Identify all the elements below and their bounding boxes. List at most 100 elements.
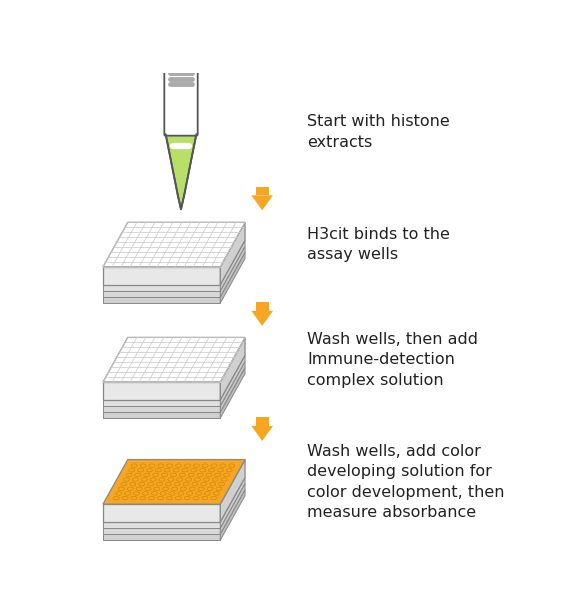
Ellipse shape <box>193 464 200 467</box>
Ellipse shape <box>158 497 164 500</box>
Ellipse shape <box>141 478 147 481</box>
Ellipse shape <box>155 468 161 472</box>
Bar <box>165 64 197 70</box>
Ellipse shape <box>186 478 191 481</box>
Polygon shape <box>103 337 245 382</box>
Ellipse shape <box>140 497 146 500</box>
Ellipse shape <box>215 473 221 476</box>
Ellipse shape <box>116 492 122 495</box>
Ellipse shape <box>184 464 190 467</box>
Ellipse shape <box>188 473 194 476</box>
Ellipse shape <box>172 487 178 490</box>
Polygon shape <box>103 504 220 522</box>
Bar <box>256 187 268 195</box>
Ellipse shape <box>183 483 189 486</box>
Polygon shape <box>103 400 220 406</box>
Ellipse shape <box>113 497 119 500</box>
Ellipse shape <box>206 473 212 476</box>
Text: Wash wells, add color
developing solution for
color development, then
measure ab: Wash wells, add color developing solutio… <box>307 443 505 520</box>
Ellipse shape <box>125 492 131 495</box>
Text: H3cit binds to the
assay wells: H3cit binds to the assay wells <box>307 227 450 262</box>
Ellipse shape <box>196 492 201 495</box>
Ellipse shape <box>201 483 207 486</box>
Ellipse shape <box>168 478 174 481</box>
Ellipse shape <box>216 487 222 490</box>
Polygon shape <box>103 285 220 291</box>
Ellipse shape <box>194 478 201 481</box>
Polygon shape <box>220 484 245 534</box>
Ellipse shape <box>178 492 184 495</box>
Ellipse shape <box>147 468 152 472</box>
Polygon shape <box>251 311 273 326</box>
Ellipse shape <box>130 483 136 486</box>
Polygon shape <box>103 534 220 540</box>
Ellipse shape <box>137 468 144 472</box>
Polygon shape <box>103 459 245 504</box>
Ellipse shape <box>197 473 203 476</box>
Ellipse shape <box>147 483 154 486</box>
Ellipse shape <box>171 473 176 476</box>
Text: Start with histone
extracts: Start with histone extracts <box>307 114 450 149</box>
Polygon shape <box>220 367 245 418</box>
Ellipse shape <box>150 478 156 481</box>
Ellipse shape <box>140 464 146 467</box>
Ellipse shape <box>208 468 215 472</box>
Ellipse shape <box>151 492 157 495</box>
Ellipse shape <box>207 487 213 490</box>
Ellipse shape <box>160 492 166 495</box>
Ellipse shape <box>204 492 211 495</box>
Ellipse shape <box>159 478 165 481</box>
Polygon shape <box>103 412 220 418</box>
Ellipse shape <box>176 464 182 467</box>
Ellipse shape <box>180 487 186 490</box>
Ellipse shape <box>131 464 137 467</box>
Ellipse shape <box>212 478 218 481</box>
Polygon shape <box>220 459 245 522</box>
Ellipse shape <box>118 487 125 490</box>
Ellipse shape <box>136 487 142 490</box>
Ellipse shape <box>211 497 217 500</box>
Bar <box>256 417 268 426</box>
Polygon shape <box>103 522 220 528</box>
Ellipse shape <box>202 497 208 500</box>
Ellipse shape <box>149 464 155 467</box>
Ellipse shape <box>157 483 162 486</box>
Ellipse shape <box>169 492 175 495</box>
Polygon shape <box>220 355 245 406</box>
Ellipse shape <box>229 464 235 467</box>
Ellipse shape <box>174 483 180 486</box>
Bar <box>256 303 268 311</box>
Polygon shape <box>251 195 273 210</box>
Ellipse shape <box>198 487 204 490</box>
Ellipse shape <box>210 483 216 486</box>
Ellipse shape <box>162 473 168 476</box>
Ellipse shape <box>126 473 132 476</box>
Polygon shape <box>103 297 220 303</box>
Ellipse shape <box>133 492 140 495</box>
Ellipse shape <box>122 497 128 500</box>
Ellipse shape <box>164 468 170 472</box>
Polygon shape <box>220 240 245 291</box>
Ellipse shape <box>129 468 134 472</box>
Ellipse shape <box>217 468 223 472</box>
Ellipse shape <box>158 464 164 467</box>
Ellipse shape <box>166 464 173 467</box>
Ellipse shape <box>144 473 150 476</box>
Ellipse shape <box>182 468 188 472</box>
Ellipse shape <box>121 483 127 486</box>
Polygon shape <box>103 528 220 534</box>
Ellipse shape <box>175 497 182 500</box>
Ellipse shape <box>166 497 172 500</box>
FancyBboxPatch shape <box>164 68 198 135</box>
Ellipse shape <box>187 492 193 495</box>
Polygon shape <box>103 267 220 285</box>
Ellipse shape <box>143 492 148 495</box>
Ellipse shape <box>165 483 171 486</box>
Ellipse shape <box>148 497 155 500</box>
Polygon shape <box>220 361 245 412</box>
Ellipse shape <box>191 468 197 472</box>
Ellipse shape <box>184 497 190 500</box>
Ellipse shape <box>154 487 160 490</box>
Polygon shape <box>220 253 245 303</box>
Ellipse shape <box>131 497 137 500</box>
